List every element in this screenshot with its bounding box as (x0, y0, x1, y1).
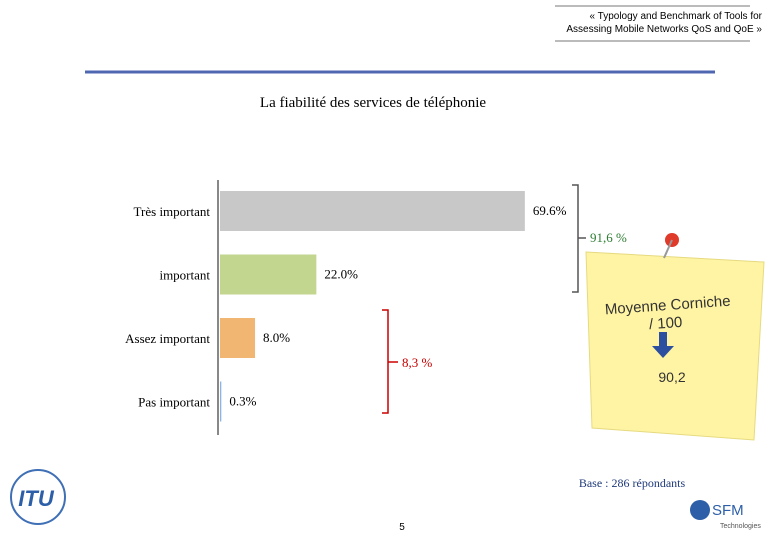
chart-title: La fiabilité des services de téléphonie (260, 95, 486, 111)
bracket (572, 184, 579, 293)
logo-mark (690, 500, 710, 520)
note-paper (585, 251, 765, 441)
value-label: 69.6% (533, 203, 567, 218)
pin (663, 239, 673, 259)
bracket (382, 309, 389, 414)
category-label: Très important (134, 204, 211, 219)
page-number: 5 (399, 522, 405, 533)
bar (220, 381, 222, 422)
header-line: « Typology and Benchmark of Tools for (589, 11, 762, 22)
arrow (652, 346, 674, 358)
value-label: 8.0% (263, 330, 290, 345)
category-label: Pas important (138, 395, 210, 410)
note-value: 90,2 (658, 369, 685, 385)
value-label: 0.3% (229, 394, 256, 409)
value-label: 22.0% (324, 267, 358, 282)
sticky-note: Moyenne Corniche / 100 90,2 (585, 233, 765, 441)
logo-text: ITU (18, 486, 55, 511)
bars: Très important 69.6% important 22.0% Assez i… (125, 191, 567, 422)
bar (220, 191, 525, 231)
group-total: 8,3 % (402, 355, 433, 370)
bar (220, 254, 317, 295)
logo-globe (10, 469, 66, 525)
logo-text: Technologies (720, 523, 761, 530)
arrow (659, 332, 667, 346)
category-label: important (159, 268, 210, 283)
logo-text: SFM (712, 502, 744, 519)
group-total: 91,6 % (590, 230, 627, 245)
header-line: Assessing Mobile Networks QoS and QoE » (566, 24, 762, 35)
note-text: / 100 (648, 314, 682, 333)
bar (220, 318, 256, 358)
category-label: Assez important (125, 331, 210, 346)
itu-logo: ITU (10, 469, 66, 525)
base-note: Base : 286 répondants (579, 476, 686, 490)
sfm-logo: SFM Technologies (690, 500, 761, 530)
